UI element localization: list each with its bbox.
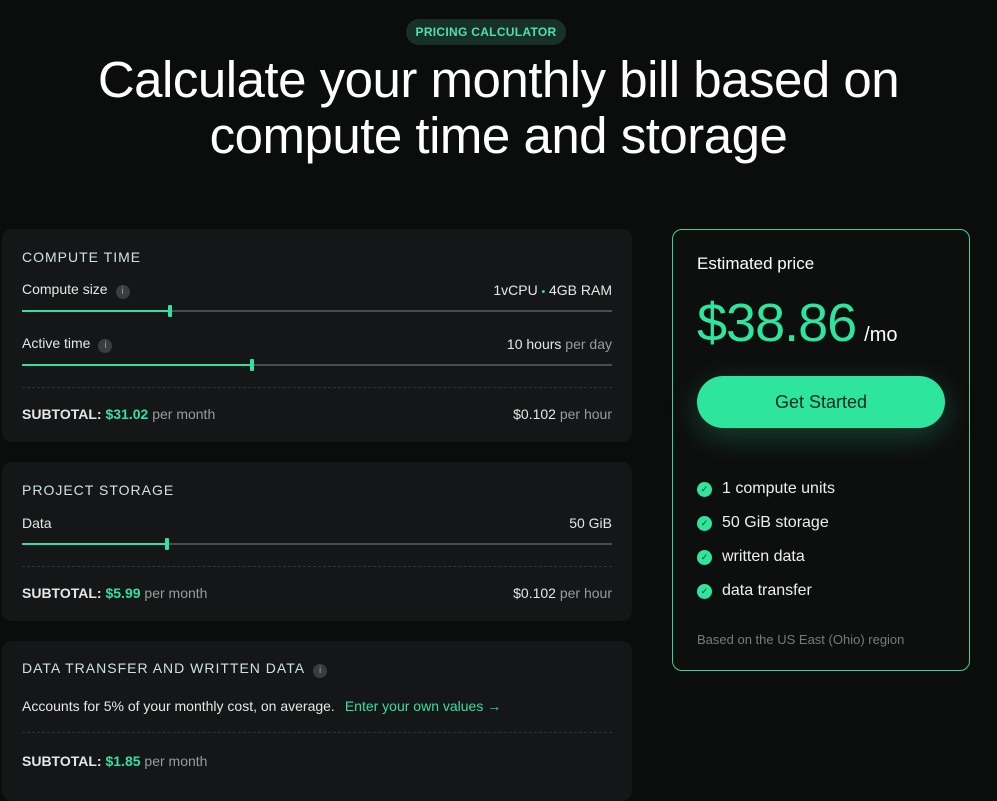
rate-value: $0.102 bbox=[513, 585, 556, 601]
slider-fill bbox=[22, 364, 253, 366]
feature-label: written data bbox=[722, 548, 805, 565]
feature-item: ✓ written data bbox=[697, 548, 805, 566]
rate-value: $0.102 bbox=[513, 406, 556, 422]
compute-time-heading: COMPUTE TIME bbox=[22, 249, 142, 265]
rate-unit: per hour bbox=[559, 585, 612, 601]
data-slider[interactable] bbox=[22, 538, 612, 550]
title-line-2: compute time and storage bbox=[209, 107, 788, 164]
compute-size-value: 1vCPU • 4GB RAM bbox=[493, 282, 612, 298]
check-icon: ✓ bbox=[697, 549, 712, 565]
subtotal-label: SUBTOTAL: bbox=[22, 585, 102, 601]
feature-label: 1 compute units bbox=[722, 480, 835, 497]
slider-thumb[interactable] bbox=[167, 305, 172, 317]
subtotal-unit: per month bbox=[152, 406, 216, 422]
feature-label: data transfer bbox=[722, 582, 812, 599]
subtotal-value: $1.85 bbox=[105, 753, 141, 769]
pricing-calculator-badge: PRICING CALCULATOR bbox=[406, 19, 566, 45]
data-transfer-card: DATA TRANSFER AND WRITTEN DATA i Accounts… bbox=[2, 641, 632, 801]
subtotal-value: $31.02 bbox=[105, 406, 149, 422]
active-hours: 10 hours bbox=[506, 336, 562, 352]
subtotal-value: $5.99 bbox=[105, 585, 141, 601]
price-unit: /mo bbox=[864, 324, 898, 346]
storage-subtotal: SUBTOTAL: $5.99 per month bbox=[22, 585, 207, 601]
slider-thumb[interactable] bbox=[250, 359, 255, 371]
data-label: Data bbox=[22, 515, 52, 531]
feature-item: ✓ 50 GiB storage bbox=[697, 514, 829, 532]
rate-unit: per hour bbox=[559, 406, 612, 422]
page-title: Calculate your monthly bill based on com… bbox=[0, 52, 997, 164]
subtotal-label: SUBTOTAL: bbox=[22, 406, 102, 422]
subtotal-unit: per month bbox=[144, 585, 208, 601]
check-icon: ✓ bbox=[697, 481, 712, 497]
price-value: $38.86 bbox=[697, 293, 857, 353]
estimated-price-heading: Estimated price bbox=[697, 254, 815, 273]
compute-rate: $0.102 per hour bbox=[513, 406, 612, 422]
data-transfer-heading: DATA TRANSFER AND WRITTEN DATA i bbox=[22, 660, 328, 678]
active-time-value: 10 hours per day bbox=[507, 336, 612, 352]
compute-size-slider[interactable] bbox=[22, 305, 612, 317]
active-time-slider[interactable] bbox=[22, 359, 612, 371]
compute-time-card: COMPUTE TIME Compute size i 1vCPU • 4GB R… bbox=[2, 229, 632, 442]
ram-value: 4GB RAM bbox=[548, 282, 612, 298]
project-storage-card: PROJECT STORAGE Data 50 GiB SUBTOTAL: $5… bbox=[2, 462, 632, 621]
transfer-description: Accounts for 5% of your monthly cost, on… bbox=[22, 698, 335, 714]
estimated-price-card: Estimated price $38.86 /mo Get Started ✓… bbox=[672, 229, 970, 671]
data-value: 50 GiB bbox=[569, 515, 612, 531]
cpu-value: 1vCPU bbox=[493, 282, 538, 298]
info-icon[interactable]: i bbox=[115, 285, 130, 299]
storage-rate: $0.102 per hour bbox=[513, 585, 612, 601]
title-line-1: Calculate your monthly bill based on bbox=[97, 51, 900, 108]
check-icon: ✓ bbox=[697, 583, 712, 599]
active-unit: per day bbox=[565, 336, 612, 352]
get-started-button[interactable]: Get Started bbox=[697, 376, 945, 428]
project-storage-heading: PROJECT STORAGE bbox=[22, 482, 175, 498]
divider bbox=[22, 732, 612, 733]
subtotal-unit: per month bbox=[144, 753, 208, 769]
divider bbox=[22, 566, 612, 567]
region-footnote: Based on the US East (Ohio) region bbox=[697, 632, 905, 647]
feature-item: ✓ data transfer bbox=[697, 582, 812, 600]
slider-fill bbox=[22, 543, 167, 545]
check-icon: ✓ bbox=[697, 515, 712, 531]
transfer-subtotal: SUBTOTAL: $1.85 per month bbox=[22, 753, 207, 769]
compute-size-label: Compute size bbox=[22, 281, 108, 297]
feature-item: ✓ 1 compute units bbox=[697, 480, 835, 498]
info-icon[interactable]: i bbox=[98, 339, 113, 353]
feature-label: 50 GiB storage bbox=[722, 514, 829, 531]
active-time-label: Active time bbox=[22, 335, 91, 351]
subtotal-label: SUBTOTAL: bbox=[22, 753, 102, 769]
compute-subtotal: SUBTOTAL: $31.02 per month bbox=[22, 406, 215, 422]
info-icon[interactable]: i bbox=[313, 664, 328, 678]
separator-dot: • bbox=[541, 287, 546, 298]
slider-fill bbox=[22, 310, 170, 312]
divider bbox=[22, 387, 612, 388]
heading-text: DATA TRANSFER AND WRITTEN DATA bbox=[22, 660, 306, 676]
slider-thumb[interactable] bbox=[164, 538, 169, 550]
price-amount: $38.86 /mo bbox=[697, 292, 898, 354]
enter-own-values-link[interactable]: Enter your own values → bbox=[344, 698, 502, 714]
